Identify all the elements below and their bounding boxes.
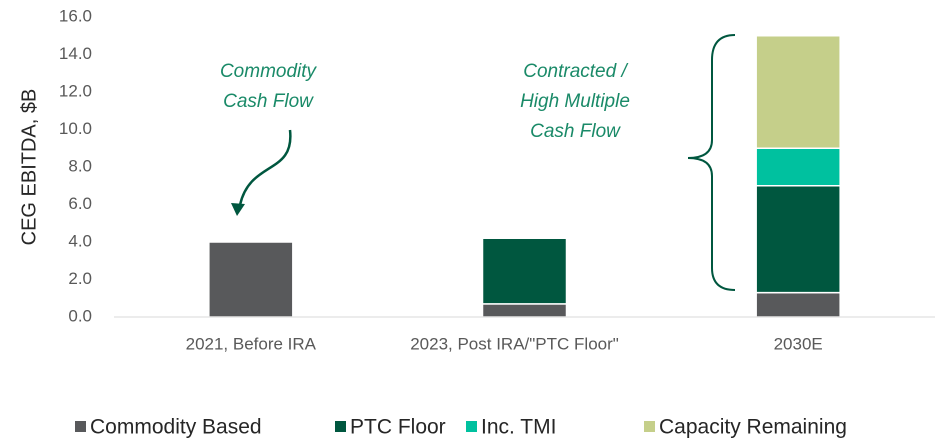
arrow-head xyxy=(231,203,245,216)
bar-segment xyxy=(755,35,841,149)
y-tick-label: 16.0 xyxy=(59,6,92,25)
bar-segment xyxy=(755,185,841,294)
y-tick-label: 12.0 xyxy=(59,81,92,100)
legend-swatch xyxy=(335,421,346,432)
bar-segment xyxy=(755,291,841,318)
legend-swatch xyxy=(644,421,655,432)
legend-swatch xyxy=(466,421,477,432)
annotation: Contracted / xyxy=(523,61,628,82)
brace xyxy=(687,34,736,291)
legend-label: Inc. TMI xyxy=(481,416,556,439)
annotation: Cash Flow xyxy=(530,121,621,142)
y-tick-label: 10.0 xyxy=(59,119,92,138)
annotation: Commodity xyxy=(220,61,318,82)
y-tick-label: 6.0 xyxy=(68,194,92,213)
annotation: Cash Flow xyxy=(223,91,314,112)
bar-segment xyxy=(481,303,568,318)
y-tick-label: 0.0 xyxy=(68,306,92,325)
y-tick-label: 14.0 xyxy=(59,44,92,63)
x-tick-label: 2023, Post IRA/"PTC Floor" xyxy=(410,334,619,353)
annotation: High Multiple xyxy=(520,91,630,112)
bar-segment xyxy=(755,147,841,187)
y-tick-label: 2.0 xyxy=(68,269,92,288)
x-tick-label: 2030E xyxy=(774,334,823,353)
x-tick-label: 2021, Before IRA xyxy=(186,334,317,353)
y-tick-label: 8.0 xyxy=(68,156,92,175)
y-tick-label: 4.0 xyxy=(68,231,92,250)
y-axis-title: CEG EBITDA, $B xyxy=(18,89,40,246)
legend-label: Capacity Remaining xyxy=(659,416,847,439)
bar-segment xyxy=(208,241,294,318)
legend-label: PTC Floor xyxy=(350,416,446,439)
legend-swatch xyxy=(75,421,86,432)
bar-segment xyxy=(481,237,568,305)
arrow xyxy=(238,129,292,206)
legend-label: Commodity Based xyxy=(90,416,262,439)
